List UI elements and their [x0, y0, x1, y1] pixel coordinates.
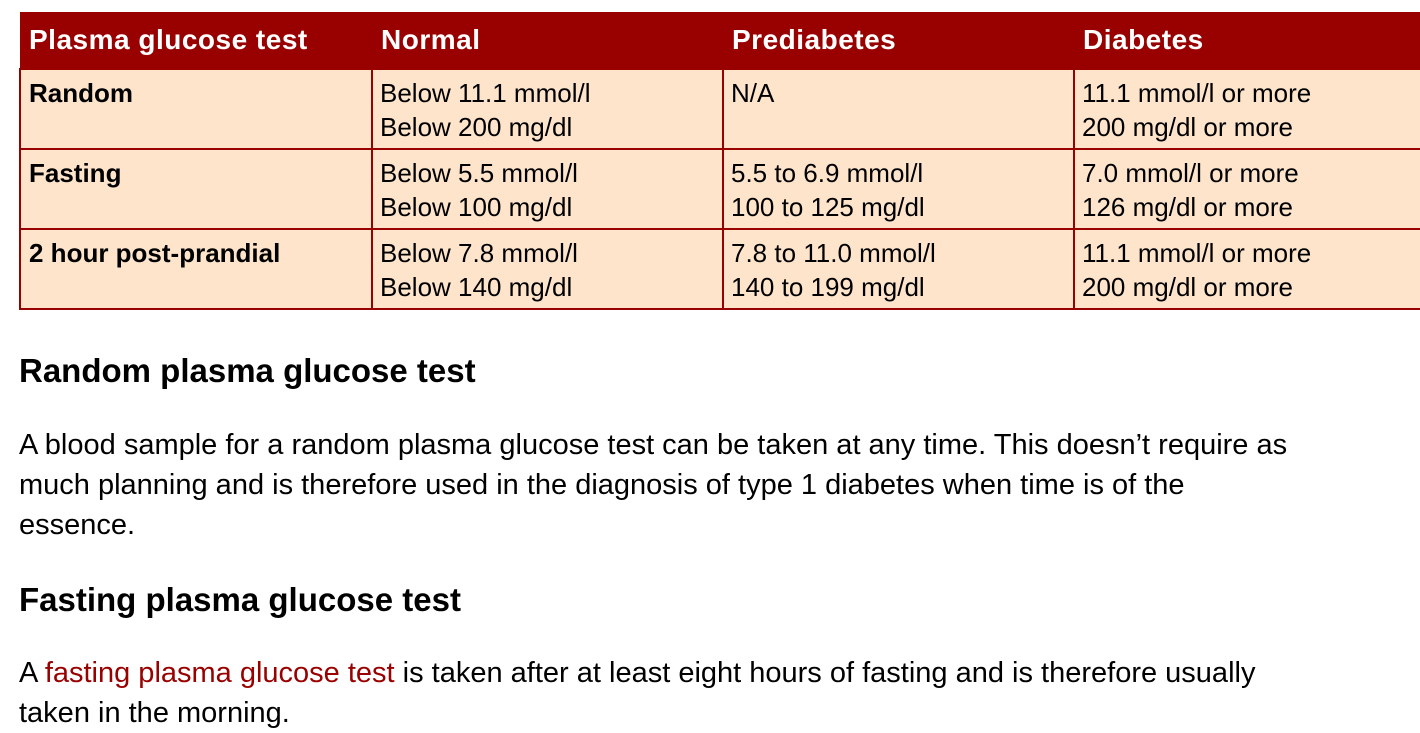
normal-mmol: Below 5.5 mmol/l: [380, 158, 578, 188]
fasting-text-line-2: taken in the morning.: [19, 697, 290, 729]
row-label: Fasting: [19, 148, 373, 230]
normal-cell: Below 7.8 mmol/l Below 140 mg/dl: [371, 228, 724, 310]
fasting-test-link[interactable]: fasting plasma glucose test: [44, 657, 395, 689]
glucose-test-table-container: Plasma glucose test Normal Prediabetes D…: [19, 12, 1420, 310]
fasting-test-paragraph: A fasting plasma glucose test is taken a…: [19, 653, 1419, 733]
header-prediabetes: Prediabetes: [723, 12, 1074, 69]
table-row-random: Random Below 11.1 mmol/l Below 200 mg/dl…: [19, 68, 1420, 150]
row-label: 2 hour post-prandial: [19, 228, 373, 310]
random-test-heading: Random plasma glucose test: [19, 352, 476, 389]
prediabetes-mmol: 7.8 to 11.0 mmol/l: [731, 238, 936, 268]
random-test-line-1: A blood sample for a random plasma gluco…: [19, 429, 1288, 461]
diabetes-mmol: 11.1 mmol/l or more: [1082, 78, 1312, 108]
diabetes-mgdl: 126 mg/dl or more: [1082, 192, 1293, 222]
diabetes-cell: 11.1 mmol/l or more 200 mg/dl or more: [1073, 228, 1420, 310]
diabetes-mgdl: 200 mg/dl or more: [1082, 112, 1293, 142]
random-test-paragraph: A blood sample for a random plasma gluco…: [19, 425, 1419, 545]
header-test-type: Plasma glucose test: [20, 12, 372, 69]
fasting-text-prefix: A: [19, 657, 45, 689]
header-normal: Normal: [372, 12, 723, 69]
table-header-row: Plasma glucose test Normal Prediabetes D…: [20, 12, 1420, 69]
normal-mgdl: Below 100 mg/dl: [380, 192, 573, 222]
row-label: Random: [19, 68, 373, 150]
diabetes-mmol: 11.1 mmol/l or more: [1082, 238, 1312, 268]
normal-mmol: Below 11.1 mmol/l: [380, 78, 591, 108]
normal-mgdl: Below 140 mg/dl: [380, 272, 573, 302]
diabetes-cell: 11.1 mmol/l or more 200 mg/dl or more: [1073, 68, 1420, 150]
normal-mmol: Below 7.8 mmol/l: [380, 238, 578, 268]
random-test-line-3: essence.: [19, 509, 136, 541]
diabetes-cell: 7.0 mmol/l or more 126 mg/dl or more: [1073, 148, 1420, 230]
header-diabetes: Diabetes: [1074, 12, 1420, 69]
prediabetes-mgdl: 100 to 125 mg/dl: [731, 192, 925, 222]
table-row-post-prandial: 2 hour post-prandial Below 7.8 mmol/l Be…: [19, 228, 1420, 310]
prediabetes-cell: 5.5 to 6.9 mmol/l 100 to 125 mg/dl: [722, 148, 1075, 230]
prediabetes-mmol: 5.5 to 6.9 mmol/l: [731, 158, 924, 188]
prediabetes-cell: N/A: [722, 68, 1075, 150]
normal-mgdl: Below 200 mg/dl: [380, 112, 573, 142]
normal-cell: Below 11.1 mmol/l Below 200 mg/dl: [371, 68, 724, 150]
diabetes-mgdl: 200 mg/dl or more: [1082, 272, 1293, 302]
normal-cell: Below 5.5 mmol/l Below 100 mg/dl: [371, 148, 724, 230]
diabetes-mmol: 7.0 mmol/l or more: [1082, 158, 1299, 188]
glucose-test-table: Plasma glucose test Normal Prediabetes D…: [19, 12, 1420, 310]
fasting-text-suffix: is taken after at least eight hours of f…: [394, 657, 1256, 689]
prediabetes-cell: 7.8 to 11.0 mmol/l 140 to 199 mg/dl: [722, 228, 1075, 310]
fasting-test-heading: Fasting plasma glucose test: [19, 581, 461, 618]
prediabetes-mmol: N/A: [731, 78, 775, 108]
random-test-line-2: much planning and is therefore used in t…: [19, 469, 1185, 501]
prediabetes-mgdl: 140 to 199 mg/dl: [731, 272, 925, 302]
table-row-fasting: Fasting Below 5.5 mmol/l Below 100 mg/dl…: [19, 148, 1420, 230]
